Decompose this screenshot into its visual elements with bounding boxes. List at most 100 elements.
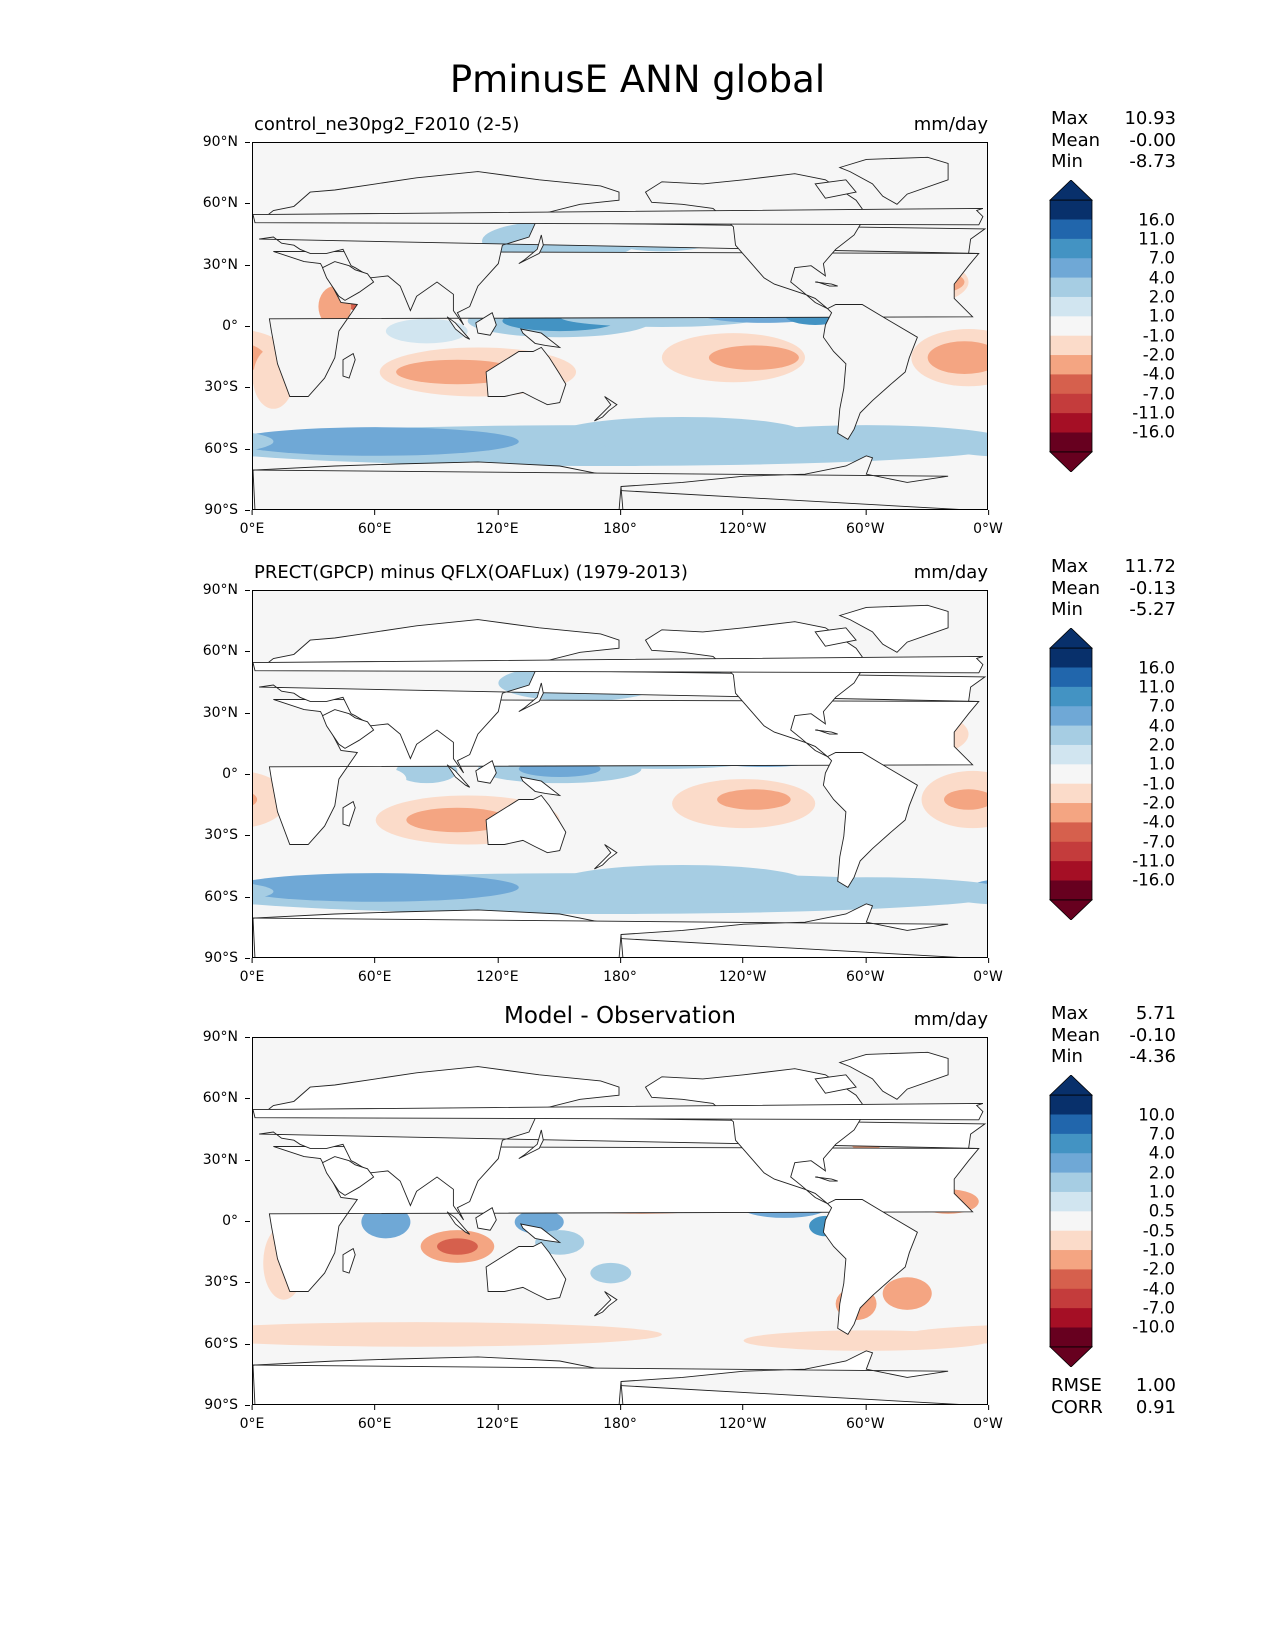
- colorbar-tick-label: -10.0: [1132, 1317, 1175, 1337]
- stat-value: 0.91: [1135, 1396, 1176, 1418]
- colorbar-tick-label: 1.0: [1148, 306, 1175, 326]
- coastline-new-guinea: [519, 1223, 562, 1244]
- lon-tick-label: 60°W: [845, 510, 885, 537]
- lat-tick-label: 90°N: [202, 134, 251, 150]
- colorbar-tick-label: 1.0: [1148, 754, 1175, 774]
- colorbar-tick-label: 7.0: [1148, 696, 1175, 716]
- lat-tick-label: 60°S: [204, 440, 250, 457]
- map-plot-area: [252, 590, 988, 958]
- colorbar-segment: [1050, 725, 1092, 746]
- coastline-cuba: [815, 281, 838, 287]
- stat-label: RMSE: [1051, 1375, 1102, 1396]
- coastline-cuba: [815, 729, 838, 735]
- contour-region: [253, 433, 274, 450]
- coastline-north-america: [644, 1068, 867, 1205]
- coastline-antarctica-west: [253, 455, 949, 509]
- map-panel-2: PRECT(GPCP) minus QFLX(OAFLux) (1979-201…: [0, 548, 1275, 1008]
- coastline-japan: [518, 1129, 544, 1160]
- coastline-uk: [253, 1102, 984, 1121]
- lon-tick-label: 0°E: [239, 1405, 265, 1432]
- colorbar-segment: [1050, 1250, 1092, 1270]
- coastline-borneo: [475, 312, 497, 336]
- stat-value: -0.10: [1129, 1024, 1176, 1046]
- coastline-greenland: [838, 1051, 949, 1100]
- lon-tick-label: 180°: [603, 958, 637, 985]
- colorbar-segment: [1050, 1211, 1092, 1232]
- lon-tick-label: 60°W: [845, 1405, 885, 1432]
- coastline-south-america: [822, 752, 918, 889]
- lon-tick-label: 0°W: [973, 510, 1003, 537]
- stats-block: Max 11.72 Mean -0.13 Min -5.27: [1051, 556, 1176, 621]
- stat-value: -0.13: [1129, 577, 1176, 599]
- colorbar-segment: [1050, 258, 1092, 279]
- colorbar-tick-label: -2.0: [1142, 345, 1175, 365]
- lat-tick-label: 30°N: [202, 1151, 251, 1168]
- colorbar-tick-label: -1.0: [1142, 774, 1175, 794]
- colorbar-segment: [1050, 803, 1092, 823]
- map-svg: [253, 604, 987, 957]
- lon-tick-label: 0°W: [973, 958, 1003, 985]
- lon-tick-label: 0°W: [973, 1405, 1003, 1432]
- lon-tick-label: 120°W: [718, 1405, 767, 1432]
- coastline-madagascar: [342, 1247, 356, 1274]
- colorbar-segment: [1050, 686, 1092, 707]
- contour-region: [927, 341, 987, 375]
- colorbar-segment: [1050, 219, 1092, 240]
- colorbar: [1049, 180, 1093, 472]
- lon-tick-label: 0°E: [239, 510, 265, 537]
- latitude-axis: 90°N 60°N 30°N 0° 30°S 60°S 90°S: [180, 582, 251, 966]
- colorbar-tick-label: -0.5: [1142, 1221, 1175, 1241]
- colorbar-tick-label: 2.0: [1148, 735, 1175, 755]
- contour-region: [437, 1238, 478, 1255]
- stat-label: Max: [1051, 1003, 1089, 1024]
- longitude-axis: 0°E 60°E 120°E 180° 120°W 60°W 0°W: [240, 510, 1003, 540]
- lat-tick-label: 0°: [222, 318, 250, 334]
- colorbar-tick-label: -2.0: [1142, 1259, 1175, 1279]
- colorbar-tick-label: 1.0: [1148, 1182, 1175, 1202]
- colorbar-tick-label: -11.0: [1132, 403, 1175, 423]
- coastline-baffin: [814, 1074, 857, 1094]
- contour-region: [944, 789, 987, 810]
- colorbar-segment: [1050, 1327, 1092, 1348]
- coastline-japan: [518, 682, 544, 713]
- stat-value: 1.00: [1135, 1375, 1176, 1396]
- colorbar-tick-label: 7.0: [1148, 248, 1175, 268]
- contour-region: [882, 1277, 932, 1310]
- colorbar-segment: [1050, 706, 1092, 727]
- coastline-australia: [485, 346, 567, 406]
- colorbar-tick-label: 16.0: [1138, 658, 1175, 677]
- stat-label: Max: [1051, 108, 1089, 129]
- colorbar-tick-label: 2.0: [1148, 287, 1175, 307]
- colorbar-segment: [1050, 764, 1092, 785]
- lon-tick-label: 120°W: [718, 510, 767, 537]
- coastline-arabia: [321, 709, 375, 749]
- coastline-new-guinea: [519, 328, 562, 349]
- colorbar: [1049, 628, 1093, 920]
- stat-value: -4.36: [1129, 1046, 1176, 1067]
- coastline-baffin: [814, 179, 857, 199]
- colorbar-tick-label: 10.0: [1138, 1105, 1175, 1124]
- colorbar-tick-label: -16.0: [1132, 870, 1175, 890]
- coastline-north-america: [644, 173, 867, 310]
- colorbar-extend-bottom: [1049, 1346, 1093, 1367]
- stat-label: Mean: [1051, 1024, 1101, 1046]
- stat-row: Min -4.36: [1051, 1046, 1176, 1068]
- coastline-baffin: [814, 627, 857, 647]
- coastline-madagascar: [342, 352, 356, 379]
- error-stats-block: RMSE 1.00 CORR 0.91: [1051, 1375, 1176, 1418]
- colorbar-extend-top: [1049, 1075, 1093, 1096]
- stat-row: Min -5.27: [1051, 599, 1176, 621]
- colorbar-labels: 16.0 11.0 7.0 4.0 2.0 1.0 -1.0 -2.0 -4.0 -7.0 -11.…: [1095, 628, 1175, 920]
- colorbar-labels: 10.0 7.0 4.0 2.0 1.0 0.5 -0.5 -1.0 -2.0 -4.0 -7.0-…: [1095, 1075, 1175, 1367]
- colorbar-segment: [1050, 783, 1092, 804]
- coastline-sumatra: [446, 1211, 471, 1235]
- lon-tick-label: 60°E: [357, 958, 392, 985]
- contour-region: [253, 884, 274, 899]
- contour-region: [717, 789, 791, 810]
- panel-title: PRECT(GPCP) minus QFLX(OAFLux) (1979-201…: [254, 562, 688, 583]
- colorbar-tick-label: -7.0: [1142, 1298, 1175, 1318]
- coastline-uk: [253, 207, 984, 226]
- contour-region: [345, 766, 407, 792]
- stat-label: Mean: [1051, 577, 1101, 599]
- stat-value: -8.73: [1129, 151, 1176, 172]
